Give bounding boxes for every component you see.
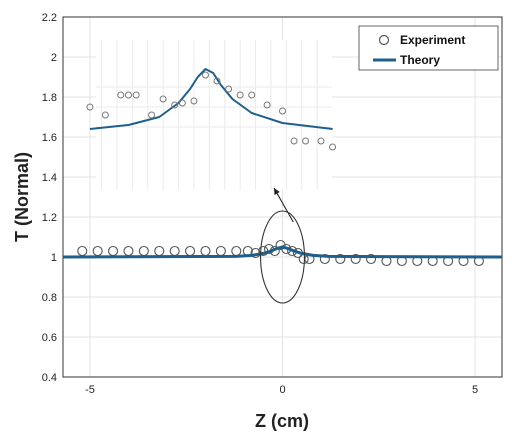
inset-zoom-panel <box>86 40 337 190</box>
inset-experiment-point <box>132 91 140 99</box>
inset-experiment-point <box>302 137 310 145</box>
zoom-arrow-head <box>274 188 280 195</box>
inset-experiment-point <box>171 101 179 109</box>
y-tick-label: 1.6 <box>42 132 57 144</box>
data-series <box>62 239 503 267</box>
inset-experiment-point <box>279 107 286 115</box>
inset-background <box>96 40 332 190</box>
inset-experiment-point <box>248 91 256 99</box>
experiment-point <box>154 245 165 257</box>
experiment-point <box>138 245 149 257</box>
inset-experiment-point <box>225 85 233 93</box>
y-tick-label: 0.6 <box>42 332 57 344</box>
y-tick-label: 1.2 <box>42 212 57 224</box>
y-tick-label: 0.8 <box>42 292 57 304</box>
experiment-point <box>108 245 119 257</box>
inset-experiment-point <box>329 143 337 151</box>
plot-frame <box>62 16 503 378</box>
inset-experiment-point <box>159 95 167 103</box>
experiment-point <box>319 253 330 265</box>
inset-experiment-point <box>317 137 325 145</box>
legend-theory-label: Theory <box>400 53 440 67</box>
inset-theory-curve <box>89 68 333 130</box>
inset-experiment-point <box>124 91 132 99</box>
y-tick-label: 2 <box>51 52 57 64</box>
legend-box <box>358 25 499 71</box>
inset-experiment-point <box>263 101 271 109</box>
experiment-point <box>366 253 377 265</box>
y-tick-label: 1 <box>51 252 57 264</box>
x-tick-label: 0 <box>279 384 285 396</box>
experiment-point <box>350 253 361 265</box>
inset-experiment-point <box>117 91 125 99</box>
inset-experiment-point <box>101 111 109 119</box>
y-axis-title: T (Normal) <box>12 152 32 242</box>
inset-experiment-point <box>290 137 298 145</box>
inset-experiment-point <box>148 111 156 119</box>
y-tick-label: 1.4 <box>42 172 57 184</box>
inset-experiment-point <box>190 97 198 105</box>
inset-experiment-point <box>86 103 94 111</box>
inset-experiment-point <box>213 77 221 85</box>
y-tick-label: 0.4 <box>42 372 57 384</box>
legend: Experiment Theory <box>358 25 499 71</box>
y-tick-label: 2.2 <box>42 12 57 24</box>
tick-labels: -5 0 5 0.4 0.6 0.8 1 1.2 1.4 1.6 1.8 2 2.2 <box>42 12 478 396</box>
annotations <box>259 187 305 304</box>
experiment-point <box>92 245 103 257</box>
experiment-point <box>335 253 346 265</box>
x-axis-title: Z (cm) <box>255 411 309 431</box>
experiment-point <box>123 245 134 257</box>
inset-experiment-point <box>236 91 244 99</box>
theory-line <box>62 245 503 259</box>
experiment-point <box>169 245 180 257</box>
experiment-point <box>200 245 211 257</box>
inset-experiment-point <box>178 99 186 107</box>
experiment-point <box>231 245 242 257</box>
zoom-arrow <box>273 187 294 223</box>
x-tick-label: 5 <box>472 384 478 396</box>
y-tick-label: 1.8 <box>42 92 57 104</box>
legend-experiment-marker <box>378 34 390 46</box>
zoom-ellipse <box>259 210 305 304</box>
inset-experiment-point <box>201 71 209 79</box>
experiment-point <box>215 245 226 257</box>
experiment-point <box>185 245 196 257</box>
x-tick-label: -5 <box>85 384 95 396</box>
legend-experiment-label: Experiment <box>400 33 465 47</box>
experiment-point <box>77 245 88 257</box>
